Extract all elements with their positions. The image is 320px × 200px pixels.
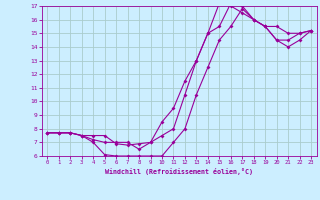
X-axis label: Windchill (Refroidissement éolien,°C): Windchill (Refroidissement éolien,°C) [105, 168, 253, 175]
